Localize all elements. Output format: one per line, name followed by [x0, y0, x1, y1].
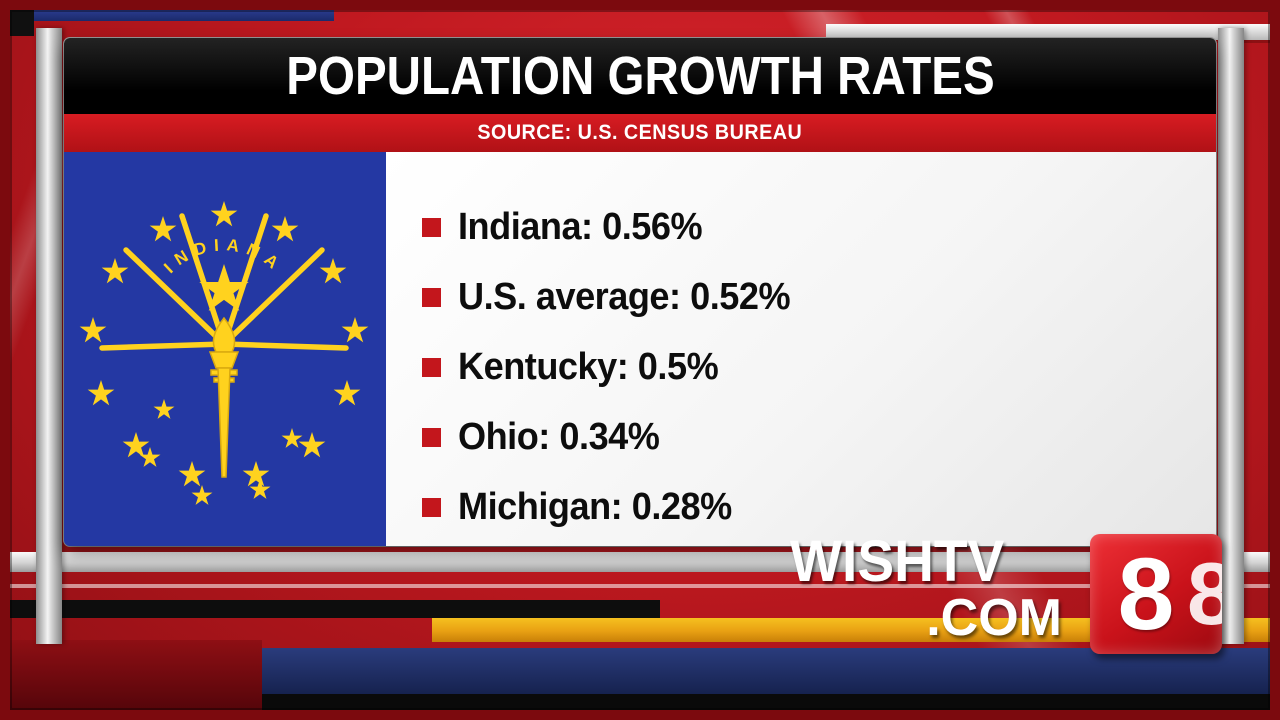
- list-item: Indiana: 0.56%: [422, 192, 1206, 262]
- bullet-square-icon: [422, 357, 441, 377]
- source-text: SOURCE: U.S. CENSUS BUREAU: [477, 121, 803, 144]
- bottom-black-edge: [10, 694, 1270, 710]
- channel-8-side-number: 8: [1187, 544, 1222, 643]
- station-watermark: WISHTV .COM 8 8: [790, 529, 1222, 660]
- list-item-text: U.S. average: 0.52%: [458, 275, 791, 318]
- page-title: POPULATION GROWTH RATES: [285, 46, 995, 106]
- list-item-text: Ohio: 0.34%: [458, 415, 660, 458]
- top-blue-stripe: [34, 10, 334, 21]
- top-silver-shelf: [826, 24, 1270, 40]
- right-silver-bar: [1218, 28, 1244, 644]
- indiana-state-flag: INDIANA: [64, 152, 386, 546]
- bottom-silver-stripe: [10, 552, 1270, 572]
- corner-black-trim: [10, 10, 34, 36]
- list-item-text: Kentucky: 0.5%: [458, 345, 719, 388]
- source-bar: SOURCE: U.S. CENSUS BUREAU: [64, 114, 1216, 152]
- channel-8-number: 8: [1117, 537, 1175, 651]
- station-domain-text: .COM: [926, 589, 1062, 647]
- growth-rate-list: Indiana: 0.56% U.S. average: 0.52% Kentu…: [422, 192, 1206, 542]
- channel-8-logo: 8 8: [1090, 534, 1222, 654]
- list-item: U.S. average: 0.52%: [422, 262, 1206, 332]
- list-item-text: Indiana: 0.56%: [458, 205, 703, 248]
- title-bar: POPULATION GROWTH RATES: [64, 38, 1216, 114]
- bottom-left-shadow: [10, 640, 262, 710]
- bottom-white-line: [10, 584, 1270, 588]
- station-name-text: WISHTV: [790, 529, 1005, 594]
- bullet-square-icon: [422, 287, 441, 307]
- list-area: Indiana: 0.56% U.S. average: 0.52% Kentu…: [386, 152, 1216, 546]
- bottom-black-stripe: [10, 600, 660, 618]
- indiana-flag-art: INDIANA: [64, 152, 386, 546]
- bottom-blue-stripe: [262, 648, 1270, 694]
- list-item: Kentucky: 0.5%: [422, 332, 1206, 402]
- list-item: Ohio: 0.34%: [422, 402, 1206, 472]
- panel-content: INDIANA Indiana: 0.56% U.S. average: 0.5…: [64, 152, 1216, 546]
- bullet-square-icon: [422, 427, 441, 447]
- list-item-text: Michigan: 0.28%: [458, 485, 732, 528]
- torch-icon: [208, 316, 240, 478]
- main-panel: POPULATION GROWTH RATES SOURCE: U.S. CEN…: [64, 38, 1216, 546]
- list-item: Michigan: 0.28%: [422, 472, 1206, 542]
- bullet-square-icon: [422, 217, 441, 237]
- bullet-square-icon: [422, 497, 441, 517]
- torch-rays-icon: [99, 213, 349, 351]
- left-silver-bar: [36, 28, 62, 644]
